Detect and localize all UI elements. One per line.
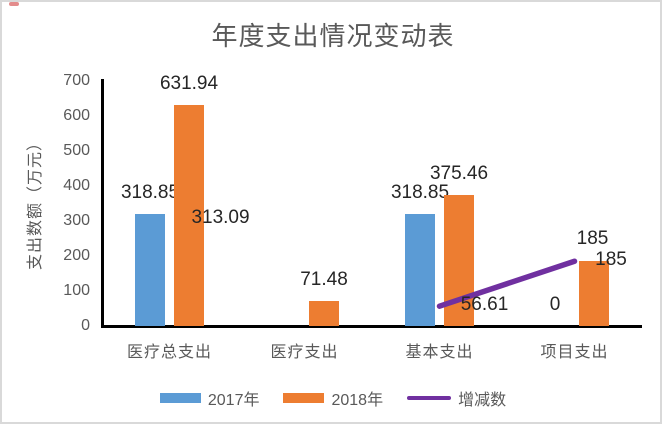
bar-data-label: 185: [595, 249, 627, 271]
x-axis-line: [101, 325, 642, 328]
y-tick-label: 500: [63, 142, 90, 159]
chart-title: 年度支出情况变动表: [211, 21, 455, 51]
line-data-label: 56.61: [460, 294, 509, 316]
y-axis-line: [101, 79, 104, 328]
bar-data-label: 71.48: [300, 268, 348, 290]
y-tick-label: 400: [63, 177, 90, 194]
bar-2017年: [135, 214, 165, 326]
y-tick-label: 0: [81, 317, 90, 334]
bar-2018年: [174, 104, 204, 326]
y-tick-label: 700: [63, 72, 90, 89]
bar-data-label: 318.85: [120, 182, 180, 204]
category-label: 基本支出: [405, 344, 474, 361]
line-data-label: 185: [576, 228, 609, 250]
legend-label: 增减数: [458, 392, 507, 409]
bar-2018年: [579, 261, 609, 326]
y-tick-label: 600: [63, 107, 90, 124]
line-data-label: 313.09: [191, 207, 250, 229]
legend-item-2017年: 2017年: [159, 386, 260, 410]
legend-label: 2018年: [331, 392, 384, 409]
legend-item-2018年: 2018年: [283, 386, 383, 410]
legend-bar-swatch: [159, 393, 201, 403]
category-label: 医疗支出: [270, 344, 339, 361]
category-label: 医疗总支出: [126, 344, 212, 361]
bar-data-label: 631.94: [159, 72, 219, 94]
bar-data-label: 0: [549, 294, 561, 315]
bar-data-label: 375.46: [429, 162, 489, 184]
bar-data-label: 318.85: [390, 182, 450, 204]
legend-label: 2017年: [207, 392, 260, 409]
legend: 2017年 2018年 增减数: [2, 387, 662, 409]
legend-item-增减数: 增减数: [407, 386, 506, 410]
y-tick-label: 300: [63, 212, 90, 229]
legend-line-swatch: [407, 396, 452, 400]
category-label: 项目支出: [540, 344, 609, 361]
bar-2018年: [309, 300, 339, 326]
y-tick-label: 100: [63, 282, 90, 299]
legend-bar-swatch: [283, 393, 325, 403]
artifact-mark: [9, 2, 19, 6]
bar-2017年: [405, 214, 435, 326]
plot-area: 0 100 200 300 400 500 600 700 医疗总支出 医疗支出 基本支出 项目支出 3…: [2, 2, 660, 422]
y-tick-label: 200: [63, 247, 90, 264]
